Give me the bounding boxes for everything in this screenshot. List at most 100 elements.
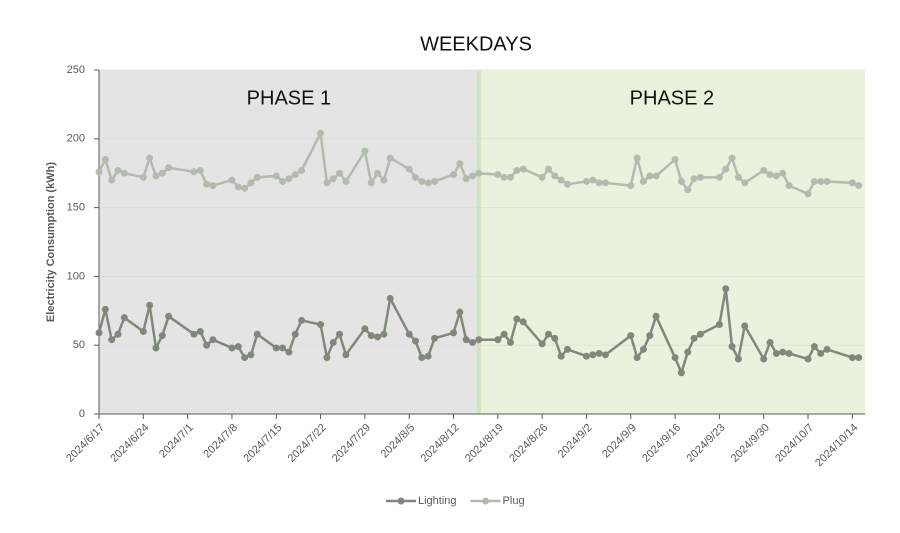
- data-point: [456, 160, 464, 168]
- data-point: [848, 354, 856, 362]
- data-point: [519, 165, 527, 173]
- data-point: [677, 177, 685, 185]
- data-point: [785, 182, 793, 190]
- data-point: [506, 338, 514, 346]
- y-axis-label: Electricity Consumption (kWh): [45, 162, 57, 322]
- data-point: [677, 369, 685, 377]
- data-point: [253, 330, 261, 338]
- data-point: [367, 332, 375, 340]
- data-point: [405, 330, 413, 338]
- data-point: [715, 173, 723, 181]
- data-point: [139, 173, 147, 181]
- data-point: [646, 172, 654, 180]
- data-point: [412, 337, 420, 345]
- data-point: [209, 182, 217, 190]
- data-point: [361, 147, 369, 155]
- data-point: [734, 355, 742, 363]
- data-point: [538, 173, 546, 181]
- data-point: [95, 168, 103, 176]
- data-point: [722, 165, 730, 173]
- data-point: [336, 169, 344, 177]
- data-point: [557, 352, 565, 360]
- data-point: [538, 340, 546, 348]
- data-point: [298, 316, 306, 324]
- x-tick-label: 2024/6/24: [108, 422, 151, 465]
- data-point: [285, 348, 293, 356]
- data-point: [380, 330, 388, 338]
- data-point: [760, 166, 768, 174]
- y-tick-label: 250: [67, 64, 85, 76]
- data-point: [203, 341, 211, 349]
- data-point: [684, 186, 692, 194]
- data-point: [317, 129, 325, 137]
- data-point: [241, 184, 249, 192]
- data-point: [196, 327, 204, 335]
- legend-label: Plug: [503, 495, 525, 507]
- data-point: [728, 343, 736, 351]
- x-tick-label: 2024/9/2: [556, 422, 595, 461]
- data-point: [456, 308, 464, 316]
- data-point: [95, 329, 103, 337]
- chart-title: WEEKDAYS: [420, 33, 532, 55]
- data-point: [627, 182, 635, 190]
- data-point: [722, 285, 730, 293]
- data-point: [817, 177, 825, 185]
- data-point: [766, 171, 774, 179]
- data-point: [234, 183, 242, 191]
- data-point: [595, 349, 603, 357]
- data-point: [431, 334, 439, 342]
- data-point: [855, 182, 863, 190]
- data-point: [633, 154, 641, 162]
- data-point: [228, 344, 236, 352]
- data-point: [146, 301, 154, 309]
- data-point: [513, 166, 521, 174]
- x-tick-label: 2024/8/26: [507, 422, 550, 465]
- data-point: [291, 171, 299, 179]
- data-point: [424, 352, 432, 360]
- data-point: [817, 349, 825, 357]
- data-point: [475, 169, 483, 177]
- data-point: [652, 172, 660, 180]
- data-point: [139, 327, 147, 335]
- data-point: [671, 354, 679, 362]
- phase-label: PHASE 1: [247, 87, 331, 109]
- data-point: [639, 345, 647, 353]
- data-point: [823, 177, 831, 185]
- data-point: [298, 166, 306, 174]
- data-point: [715, 321, 723, 329]
- data-point: [671, 155, 679, 163]
- data-point: [272, 344, 280, 352]
- x-tick-label: 2024/10/14: [813, 422, 860, 469]
- data-point: [469, 338, 477, 346]
- data-point: [633, 354, 641, 362]
- data-point: [601, 351, 609, 359]
- data-point: [418, 177, 426, 185]
- data-point: [336, 330, 344, 338]
- data-point: [696, 173, 704, 181]
- data-point: [804, 355, 812, 363]
- data-point: [519, 318, 527, 326]
- data-point: [405, 165, 413, 173]
- x-tick-label: 2024/7/22: [286, 422, 329, 465]
- data-point: [690, 334, 698, 342]
- data-point: [779, 348, 787, 356]
- data-point: [418, 354, 426, 362]
- data-point: [329, 338, 337, 346]
- data-point: [203, 180, 211, 188]
- data-point: [190, 330, 198, 338]
- data-point: [120, 169, 128, 177]
- data-point: [772, 349, 780, 357]
- data-point: [760, 355, 768, 363]
- x-tick-label: 2024/7/29: [330, 422, 373, 465]
- data-point: [810, 343, 818, 351]
- data-point: [291, 330, 299, 338]
- x-tick-label: 2024/8/19: [463, 422, 506, 465]
- data-point: [513, 315, 521, 323]
- data-point: [374, 169, 382, 177]
- data-point: [544, 165, 552, 173]
- x-tick-label: 2024/9/9: [600, 422, 639, 461]
- data-point: [279, 344, 287, 352]
- data-point: [804, 190, 812, 198]
- data-point: [108, 176, 116, 184]
